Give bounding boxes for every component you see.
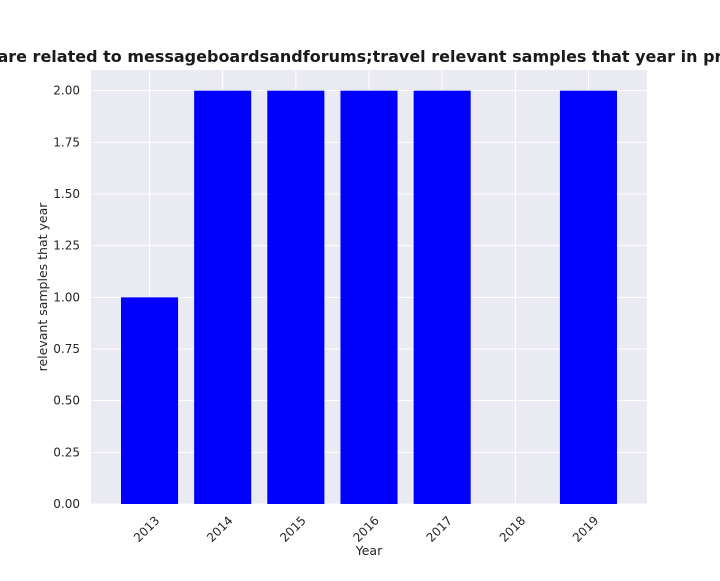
- y-tick-label: 1.25: [53, 239, 80, 253]
- x-tick-label: 2019: [570, 513, 601, 544]
- chart-title: Categories are related to messageboardsa…: [0, 47, 720, 66]
- bar-2016: [340, 90, 398, 505]
- bar-2017: [413, 90, 471, 505]
- y-tick-label: 2.00: [53, 84, 80, 98]
- y-tick-label: 0.50: [53, 394, 80, 408]
- y-tick-label: 1.50: [53, 187, 80, 201]
- x-tick-label: 2018: [497, 513, 528, 544]
- x-tick-label: 2015: [277, 513, 308, 544]
- x-tick-label: 2014: [204, 513, 235, 544]
- x-tick-label: 2017: [424, 513, 455, 544]
- y-tick-label: 1.75: [53, 135, 80, 149]
- y-tick-label: 0.00: [53, 497, 80, 511]
- x-axis-ticks: 2013 2014 2015 2016 2017 2018 2019: [131, 513, 601, 544]
- y-tick-label: 1.00: [53, 290, 80, 304]
- bar-2019: [559, 90, 618, 505]
- bar-2015: [267, 90, 325, 505]
- bars: [120, 90, 618, 505]
- x-tick-label: 2016: [350, 513, 381, 544]
- bar-2013: [120, 297, 179, 504]
- y-tick-label: 0.25: [53, 445, 80, 459]
- x-axis-label: Year: [355, 543, 383, 558]
- y-tick-label: 0.75: [53, 342, 80, 356]
- x-tick-label: 2013: [131, 513, 162, 544]
- bar-2014: [194, 90, 252, 505]
- y-axis-label: relevant samples that year: [35, 202, 50, 372]
- y-axis-ticks: 0.00 0.25 0.50 0.75 1.00 1.25 1.50 1.75 2.00: [53, 84, 80, 511]
